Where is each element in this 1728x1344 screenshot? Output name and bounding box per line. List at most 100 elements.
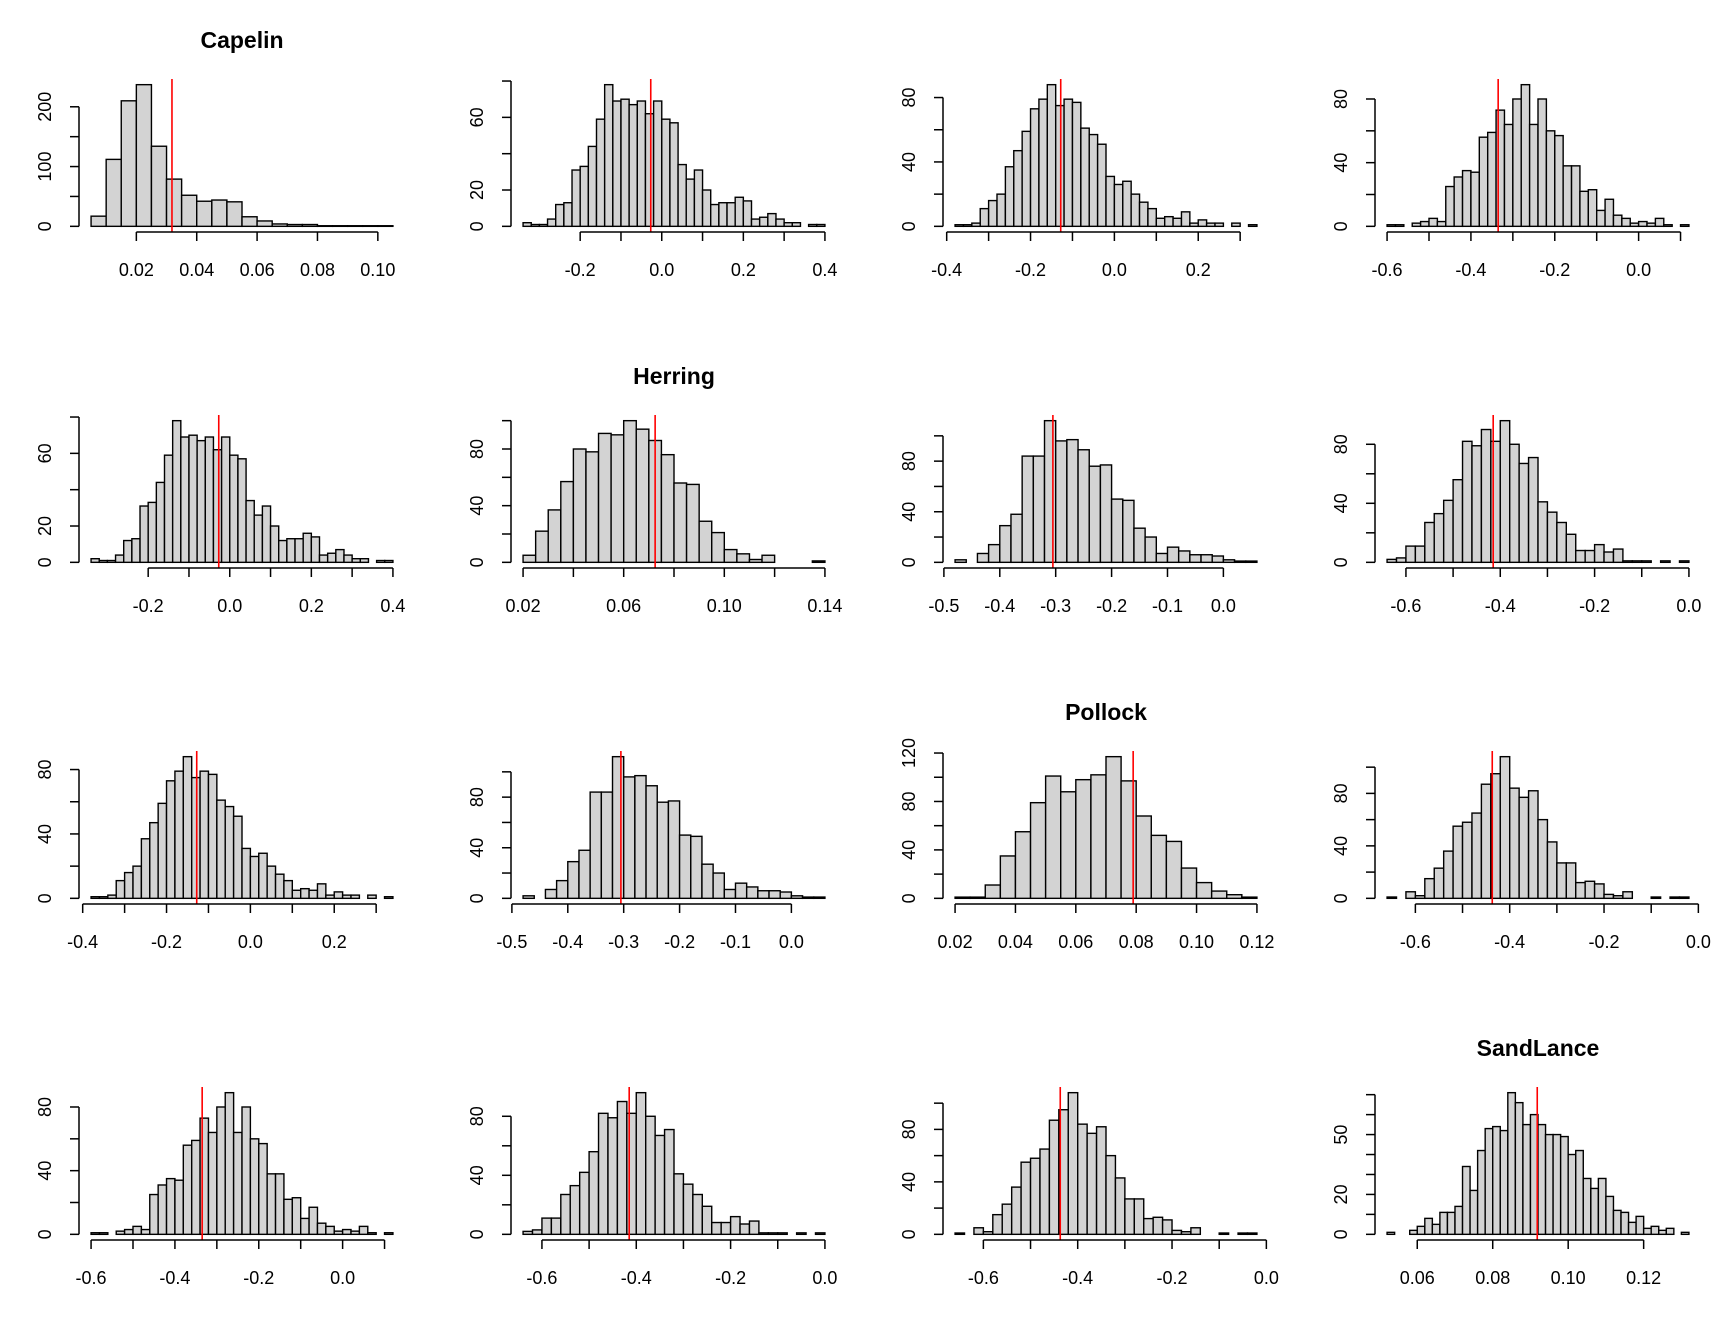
histogram-bar — [98, 559, 109, 564]
x-tick-label: -0.4 — [1485, 596, 1516, 616]
histogram-bar — [150, 145, 168, 228]
histogram-bar — [224, 1091, 235, 1236]
histogram-bar — [261, 505, 272, 564]
panel-title: Capelin — [200, 27, 283, 53]
histogram-bar — [588, 1150, 600, 1236]
histogram-bar — [149, 1193, 159, 1236]
histogram-bar — [341, 1228, 352, 1236]
histogram-bar — [1622, 891, 1634, 900]
histogram-bar — [1679, 224, 1690, 228]
histogram-bar — [1650, 896, 1662, 900]
bars — [90, 1091, 394, 1236]
histogram-bar — [1612, 214, 1623, 228]
histogram-bar — [216, 799, 226, 900]
histogram-bar — [1503, 123, 1514, 228]
histogram-bar — [1411, 222, 1422, 228]
histogram-bar — [1210, 890, 1228, 900]
histogram-bar — [1461, 1165, 1471, 1236]
histogram-bar — [1143, 1217, 1154, 1236]
histogram-bar — [571, 169, 581, 228]
histogram-bar — [199, 1117, 210, 1236]
histogram-bar — [1021, 455, 1035, 564]
histogram-bar — [811, 560, 826, 564]
histogram-bar — [622, 776, 636, 900]
histogram-bar — [1021, 130, 1032, 228]
histogram-bar — [1587, 189, 1598, 228]
y-tick-label: 0 — [899, 893, 919, 903]
histogram-panel: Capelin 0.02 0.04 0.06 0.08 0.10 0 100 200 — [35, 27, 395, 280]
x-tick-label: 0.2 — [299, 596, 324, 616]
histogram-bar — [1452, 478, 1464, 564]
histogram-bar — [954, 224, 965, 228]
histogram-bar — [341, 894, 352, 900]
histogram-bar — [767, 1232, 779, 1236]
histogram-bar — [1605, 1195, 1615, 1236]
histogram-bar — [1233, 560, 1247, 564]
histogram-bar — [1514, 1101, 1524, 1236]
histogram-bar — [1046, 83, 1057, 228]
histogram-bar — [1646, 222, 1657, 228]
histogram-bar — [115, 879, 126, 900]
histogram-bar — [962, 224, 973, 228]
histogram-bar — [165, 1177, 176, 1236]
histogram-bar — [310, 536, 321, 564]
panel-title: Pollock — [1065, 699, 1147, 725]
histogram-bar — [1077, 1123, 1088, 1236]
histogram-bar — [1470, 171, 1481, 228]
x-tick-label: 0.10 — [1551, 1268, 1586, 1288]
histogram-bar — [1575, 881, 1586, 900]
histogram-bar — [377, 225, 394, 228]
histogram-bar — [1537, 1123, 1547, 1236]
x-tick-label: 0.10 — [1179, 932, 1214, 952]
x-tick-label: 0.10 — [360, 260, 395, 280]
x-tick-label: -0.6 — [526, 1268, 557, 1288]
y-tick-label: 80 — [1331, 783, 1351, 803]
histogram-bar — [531, 1229, 543, 1236]
histogram-bar — [1010, 1186, 1022, 1236]
histogram-bar — [987, 543, 1001, 564]
y-tick-label: 0 — [467, 1229, 487, 1239]
histogram-bar — [266, 1173, 277, 1236]
y-tick-label: 40 — [899, 502, 919, 522]
histogram-bar — [1433, 512, 1445, 564]
histogram-bar — [1567, 1153, 1577, 1236]
y-tick-label: 50 — [1331, 1125, 1351, 1145]
histogram-bar — [748, 558, 763, 564]
histogram-bar — [1386, 558, 1398, 564]
histogram-bar — [359, 558, 370, 564]
y-tick-label: 80 — [1331, 434, 1351, 454]
histogram-bar — [635, 428, 650, 564]
histogram-bar — [547, 509, 562, 564]
histogram-panel: -0.5 -0.4 -0.3 -0.2 -0.1 0.0 0 40 80 — [467, 751, 826, 952]
histogram-panel: -0.2 0.0 0.2 0.4 0 20 60 — [35, 415, 405, 616]
histogram-bar — [1575, 549, 1586, 564]
histogram-bar — [1394, 224, 1405, 228]
y-tick-label: 80 — [467, 439, 487, 459]
histogram-bar — [587, 145, 598, 228]
x-tick-label: -0.5 — [496, 932, 527, 952]
y-tick-label: 0 — [1331, 1229, 1351, 1239]
histogram-bar — [1099, 464, 1113, 564]
histogram-bar — [984, 884, 1002, 900]
histogram-bar — [299, 887, 310, 900]
histogram-bar — [1060, 791, 1077, 900]
x-tick-label: -0.6 — [968, 1268, 999, 1288]
y-tick-label: 40 — [1331, 493, 1351, 513]
histogram-bar — [1424, 1217, 1434, 1236]
x-tick-label: -0.2 — [1539, 260, 1570, 280]
x-tick-label: 0.2 — [731, 260, 756, 280]
x-tick-label: -0.2 — [1015, 260, 1046, 280]
histogram-bar — [1575, 1149, 1584, 1236]
histogram-bar — [1189, 222, 1199, 228]
histogram-bar — [1428, 217, 1439, 228]
histogram-bar — [745, 886, 759, 900]
y-tick-label: 40 — [35, 824, 55, 844]
histogram-bar — [1565, 533, 1577, 564]
x-tick-label: 0.08 — [1475, 1268, 1510, 1288]
histogram-bar — [1654, 217, 1665, 228]
histogram-bar — [1054, 104, 1065, 228]
y-tick-label: 80 — [899, 451, 919, 471]
histogram-bar — [256, 220, 273, 228]
histogram-bar — [182, 1144, 193, 1236]
